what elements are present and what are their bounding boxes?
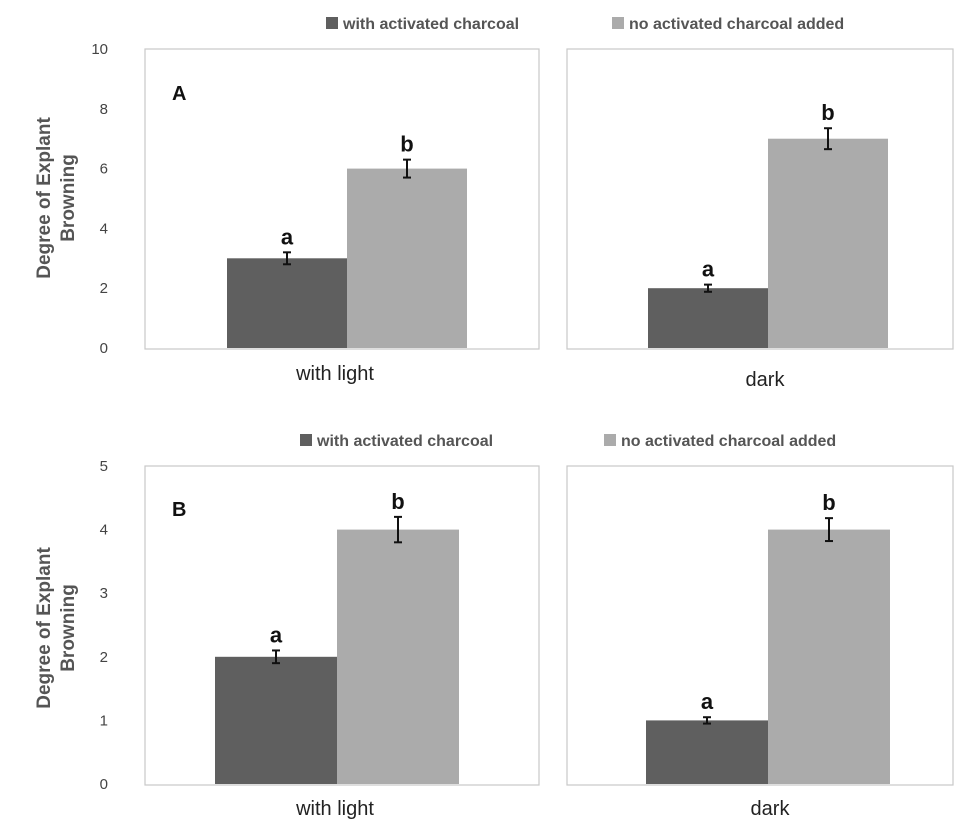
legend-label-with-charcoal: with activated charcoal [342, 16, 519, 33]
chart-b-ylabel-line1: Degree of Explant [34, 547, 55, 709]
significance-label: a [702, 257, 715, 282]
chart-a-category-dark: dark [746, 369, 786, 391]
y-tick-label: 3 [100, 585, 108, 602]
error-bar [704, 283, 712, 293]
bar [648, 288, 768, 348]
error-bar [283, 251, 291, 266]
significance-label: b [822, 490, 835, 515]
significance-label: b [400, 132, 413, 157]
significance-label: a [281, 224, 294, 249]
bar [215, 656, 337, 784]
chart-a-panel-label: A [172, 83, 186, 105]
chart-a-ylabel-line2: Browning [58, 154, 79, 242]
legend-swatch-with-charcoal [300, 434, 312, 446]
significance-label: b [391, 489, 404, 514]
bar [646, 720, 768, 784]
y-tick-label: 10 [91, 41, 108, 58]
chart-b-ylabel-line2: Browning [58, 584, 79, 672]
chart-a-bars: a b a b [227, 100, 888, 348]
chart-b-right-frame [566, 465, 954, 786]
chart-a-ylabel-line1: Degree of Explant [34, 117, 55, 279]
bar [227, 258, 347, 348]
chart-a: with activated charcoal no activated cha… [34, 16, 954, 391]
chart-b-panel-label: B [172, 499, 186, 521]
y-tick-label: 8 [100, 101, 108, 118]
error-bar [394, 515, 402, 544]
chart-a-category-with-light: with light [295, 363, 374, 385]
y-tick-label: 4 [100, 522, 108, 539]
y-tick-label: 2 [100, 649, 108, 666]
error-bar [824, 127, 832, 151]
chart-a-ylabel: Degree of Explant Browning [34, 117, 79, 279]
chart-b-yticks: 0 1 2 3 4 5 [100, 458, 108, 793]
y-tick-label: 1 [100, 712, 108, 729]
error-bar [703, 716, 711, 725]
chart-b-bars: a b a b [215, 489, 890, 784]
bar [768, 529, 890, 784]
chart-b-ylabel: Degree of Explant Browning [34, 547, 79, 709]
legend-swatch-no-charcoal [604, 434, 616, 446]
significance-label: a [270, 622, 283, 647]
y-tick-label: 5 [100, 458, 108, 475]
bar [337, 529, 459, 784]
chart-b-legend: with activated charcoal no activated cha… [300, 433, 836, 450]
error-bar [272, 649, 280, 665]
y-tick-label: 6 [100, 161, 108, 178]
y-tick-label: 0 [100, 776, 108, 793]
chart-b: with activated charcoal no activated cha… [34, 433, 954, 820]
bar [768, 138, 888, 348]
chart-b-left-frame [144, 465, 540, 786]
error-bar [403, 158, 411, 179]
chart-a-left-frame [144, 48, 540, 350]
y-tick-label: 2 [100, 280, 108, 297]
legend-swatch-no-charcoal [612, 17, 624, 29]
chart-a-right-frame [566, 48, 954, 350]
chart-a-yticks: 0 2 4 6 8 10 [91, 41, 108, 357]
significance-label: b [821, 100, 834, 125]
legend-label-no-charcoal: no activated charcoal added [629, 16, 844, 33]
chart-a-legend: with activated charcoal no activated cha… [326, 16, 844, 33]
legend-label-no-charcoal: no activated charcoal added [621, 433, 836, 450]
y-tick-label: 4 [100, 220, 108, 237]
error-bar [825, 517, 833, 543]
bar [347, 168, 467, 348]
chart-b-category-dark: dark [751, 798, 791, 820]
legend-label-with-charcoal: with activated charcoal [316, 433, 493, 450]
legend-swatch-with-charcoal [326, 17, 338, 29]
significance-label: a [701, 689, 714, 714]
y-tick-label: 0 [100, 340, 108, 357]
chart-b-category-with-light: with light [295, 798, 374, 820]
